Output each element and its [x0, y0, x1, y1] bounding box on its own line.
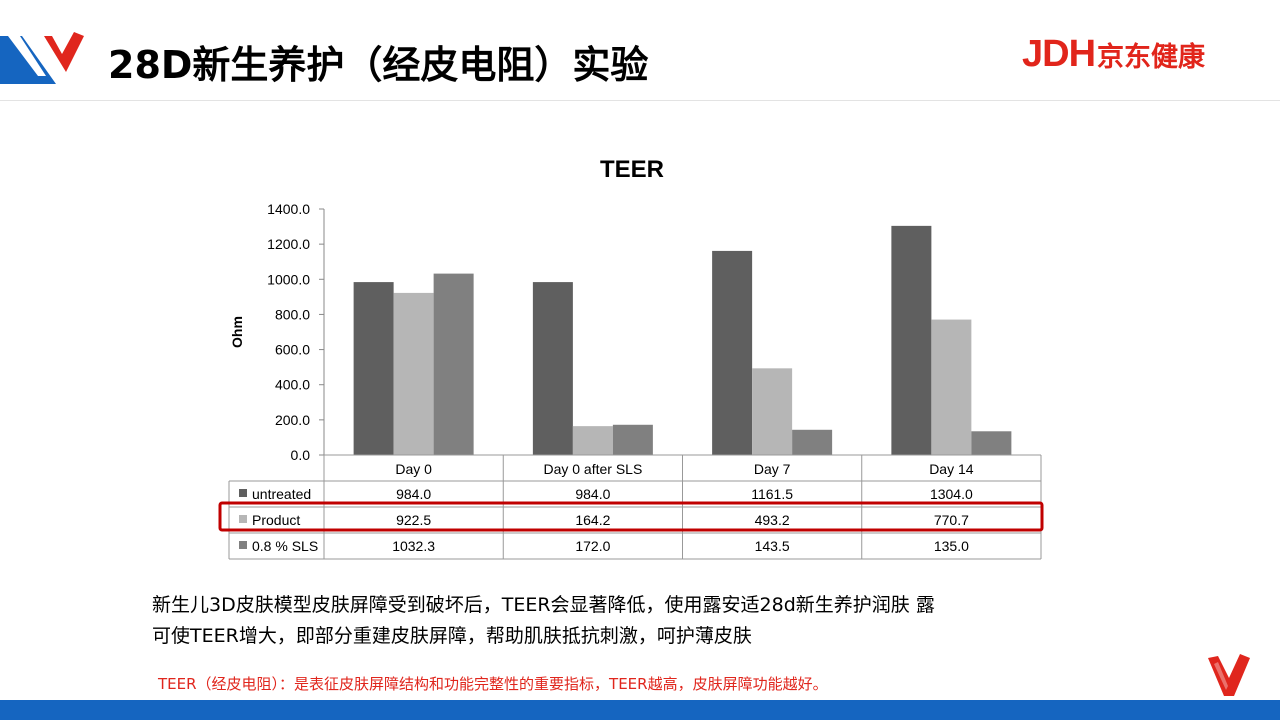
page-title: 28D新生养护（经皮电阻）实验 — [108, 43, 649, 87]
bar-0-8-sls — [792, 429, 833, 455]
data-label: 135.0 — [934, 538, 969, 554]
brand-latin: JDH — [1022, 32, 1096, 75]
bar-0-8-sls — [971, 431, 1012, 455]
data-label: 493.2 — [755, 512, 790, 528]
y-tick-label: 400.0 — [275, 377, 310, 393]
bar-untreated — [353, 282, 394, 455]
bottom-bar — [0, 700, 1280, 720]
bar-untreated — [532, 282, 573, 455]
legend-swatch — [239, 515, 247, 523]
data-label: 770.7 — [934, 512, 969, 528]
y-tick-label: 800.0 — [275, 306, 310, 322]
data-label: 1304.0 — [930, 486, 973, 502]
category-label: Day 0 after SLS — [543, 461, 642, 477]
data-label: 164.2 — [575, 512, 610, 528]
description-line-1: 新生儿3D皮肤模型皮肤屏障受到破坏后，TEER会显著降低，使用露安适28d新生养… — [152, 594, 935, 616]
bar-untreated — [712, 250, 753, 455]
legend-label: untreated — [252, 486, 311, 502]
data-label: 172.0 — [575, 538, 610, 554]
y-tick-label: 600.0 — [275, 342, 310, 358]
corner-logo-icon — [1208, 654, 1250, 696]
brand-logo — [0, 32, 84, 84]
bar-untreated — [891, 225, 932, 455]
data-label: 984.0 — [575, 486, 610, 502]
description-line-2: 可使TEER增大，即部分重建皮肤屏障，帮助肌肤抵抗刺激，呵护薄皮肤 — [152, 625, 752, 647]
brand-wordmark: JDH 京东健康 — [1022, 32, 1206, 75]
data-label: 1161.5 — [751, 486, 793, 502]
category-label: Day 0 — [395, 461, 432, 477]
data-label: 922.5 — [396, 512, 431, 528]
bar-0-8-sls — [612, 424, 653, 455]
legend-swatch — [239, 489, 247, 497]
y-axis-label: Ohm — [229, 316, 245, 348]
y-tick-label: 1400.0 — [267, 201, 310, 217]
category-label: Day 14 — [929, 461, 974, 477]
data-label: 1032.3 — [392, 538, 435, 554]
data-label: 143.5 — [755, 538, 790, 554]
category-label: Day 7 — [754, 461, 791, 477]
bar-product — [931, 319, 972, 455]
bar-product — [572, 426, 613, 455]
brand-chinese: 京东健康 — [1097, 41, 1206, 73]
y-tick-label: 1000.0 — [267, 271, 310, 287]
highlight-box — [218, 501, 1044, 532]
legend-label: 0.8 % SLS — [252, 538, 318, 554]
bar-product — [752, 368, 793, 455]
teer-definition-note: TEER（经皮电阻）：是表征皮肤屏障结构和功能完整性的重要指标，TEER越高，皮… — [158, 675, 828, 693]
legend-swatch — [239, 541, 247, 549]
y-tick-label: 0.0 — [291, 447, 311, 463]
data-label: 984.0 — [396, 486, 431, 502]
legend-label: Product — [252, 512, 300, 528]
chart-title: TEER — [599, 156, 664, 183]
description: 新生儿3D皮肤模型皮肤屏障受到破坏后，TEER会显著降低，使用露安适28d新生养… — [152, 590, 1132, 652]
header-divider — [0, 100, 1280, 101]
y-tick-label: 200.0 — [275, 412, 310, 428]
bar-product — [393, 292, 434, 455]
y-tick-label: 1200.0 — [267, 236, 310, 252]
bar-0-8-sls — [433, 273, 474, 455]
